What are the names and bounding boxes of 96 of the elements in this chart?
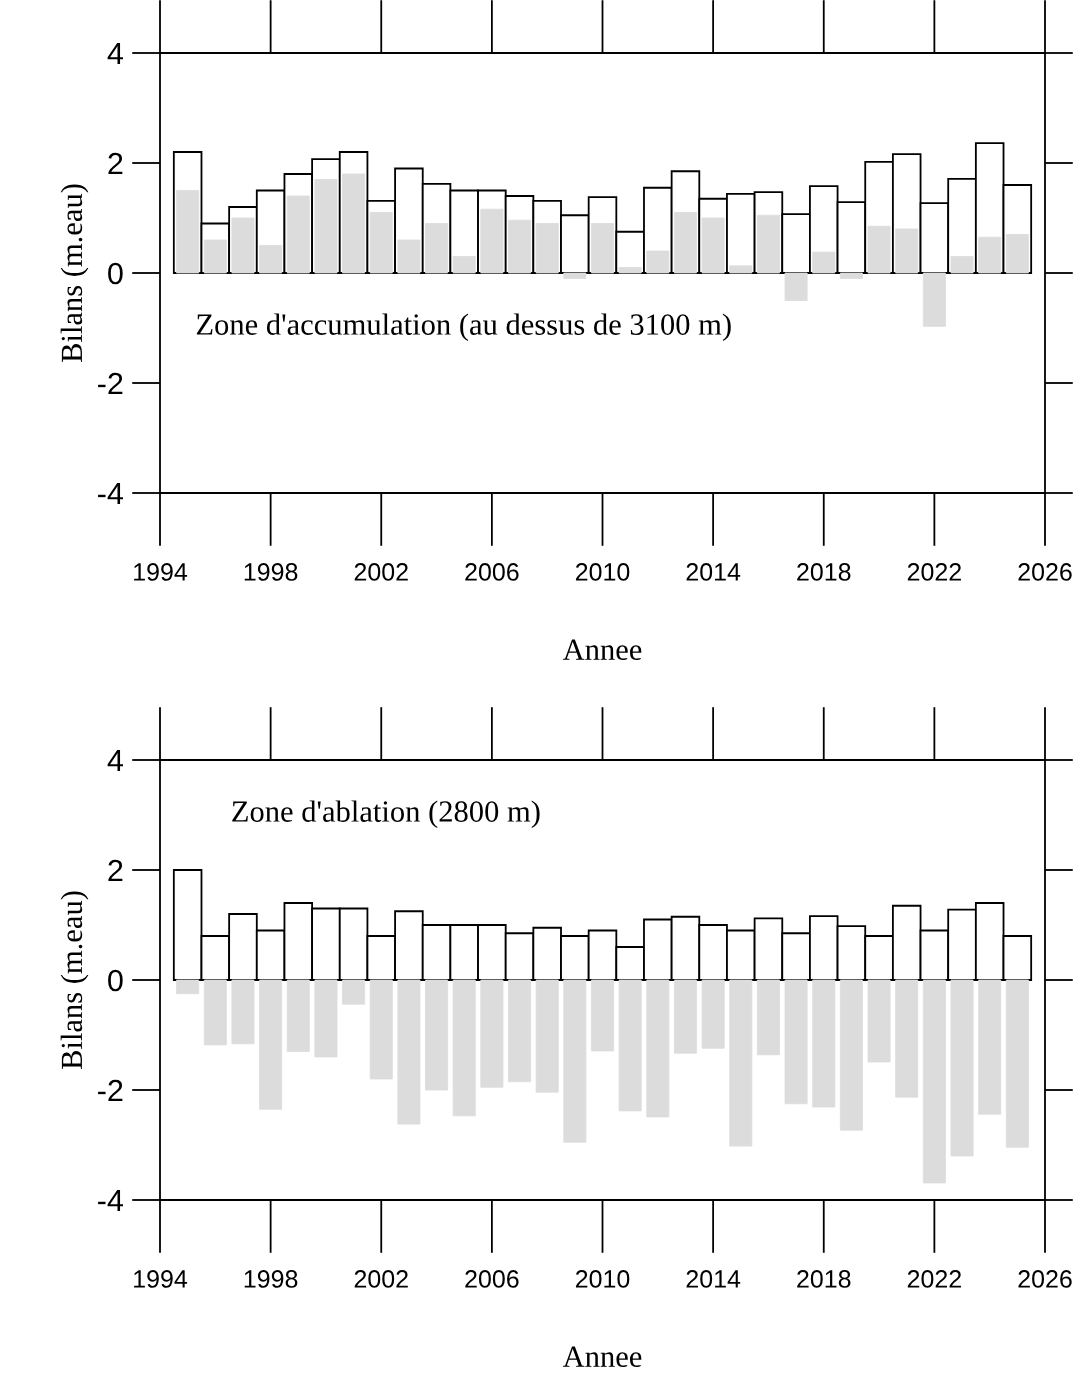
y-tick-label: -2 (98, 372, 123, 395)
x-tick-label: 2002 (354, 1270, 408, 1288)
bar (314, 979, 338, 1058)
bar (259, 979, 283, 1110)
bar (397, 239, 421, 274)
x-axis-title: Annee (562, 639, 642, 661)
bar (978, 236, 1002, 274)
bar (922, 272, 946, 327)
bar (1005, 979, 1029, 1148)
bar (895, 228, 919, 274)
bar (701, 217, 725, 274)
bar (950, 979, 974, 1157)
bar (397, 979, 421, 1125)
bar (701, 979, 725, 1049)
bar (314, 179, 338, 274)
bar (425, 223, 449, 274)
bar (867, 979, 891, 1063)
bar (342, 979, 366, 1005)
bar (978, 979, 1002, 1115)
bar (729, 265, 753, 274)
bar (535, 979, 559, 1093)
bar (756, 214, 780, 274)
bar (591, 979, 614, 1052)
bar (756, 979, 780, 1056)
y-axis-title: Bilans (m.eau) (60, 184, 89, 363)
bar (1005, 234, 1029, 274)
bar (646, 979, 670, 1118)
x-tick-label: 2010 (575, 563, 630, 581)
y-tick-label: 4 (107, 43, 123, 65)
y-tick-label: 0 (108, 969, 123, 992)
bar (508, 219, 532, 274)
bar (286, 195, 310, 274)
x-tick-label: 2014 (686, 1270, 741, 1288)
bar (535, 223, 559, 274)
bar (673, 979, 697, 1054)
bar (508, 979, 532, 1083)
x-tick-label: 2022 (907, 563, 961, 581)
x-tick-label: 2026 (1018, 563, 1072, 581)
x-axis-title: Annee (562, 1346, 642, 1368)
bar (784, 979, 808, 1105)
x-tick-label: 1994 (134, 1270, 188, 1288)
bar (950, 256, 974, 274)
x-tick-label: 2006 (465, 1270, 519, 1288)
bar (812, 979, 836, 1108)
x-tick-label: 2006 (465, 563, 519, 581)
annotation: Zone d'ablation (2800 m) (232, 800, 540, 829)
x-tick-label: 2018 (797, 1270, 851, 1288)
bar (176, 190, 200, 274)
bar (231, 979, 255, 1045)
bar (839, 979, 863, 1131)
bar (342, 173, 366, 274)
bar (452, 256, 476, 274)
bar (425, 979, 449, 1091)
bar (618, 267, 642, 274)
y-tick-label: 0 (108, 262, 123, 285)
bar (452, 979, 476, 1117)
bar (286, 979, 310, 1052)
bar (922, 979, 946, 1184)
y-axis-title: Bilans (m.eau) (60, 891, 89, 1070)
bar (812, 251, 836, 274)
bar (369, 212, 393, 274)
x-tick-label: 2026 (1018, 1270, 1072, 1288)
y-tick-label: 2 (108, 152, 123, 175)
bar (729, 979, 753, 1147)
y-tick-label: -4 (98, 483, 123, 505)
bar (618, 979, 642, 1112)
bar (839, 272, 863, 279)
bar (176, 979, 200, 995)
bar (231, 217, 255, 274)
bar (259, 245, 283, 274)
bar (591, 223, 614, 274)
x-tick-label: 2018 (797, 563, 851, 581)
x-tick-label: 2002 (354, 563, 408, 581)
bar (203, 979, 227, 1046)
bar (480, 208, 504, 274)
bar (895, 979, 919, 1098)
y-tick-label: -4 (98, 1190, 123, 1212)
bar (784, 272, 808, 301)
x-tick-label: 2022 (907, 1270, 961, 1288)
bar (480, 979, 504, 1088)
y-tick-label: 2 (108, 859, 123, 882)
bar (369, 979, 393, 1080)
y-tick-label: 4 (107, 750, 123, 772)
bar (867, 225, 891, 274)
x-tick-label: 1998 (244, 1270, 298, 1288)
x-tick-label: 2014 (686, 563, 741, 581)
x-tick-label: 2010 (575, 1270, 630, 1288)
bar (646, 250, 670, 274)
y-tick-label: -2 (98, 1079, 123, 1102)
bar (203, 239, 227, 274)
bar (563, 979, 587, 1143)
bar (563, 272, 587, 279)
annotation: Zone d'accumulation (au dessus de 3100 m) (196, 313, 731, 342)
x-tick-label: 1994 (134, 563, 188, 581)
bar (673, 212, 697, 274)
x-tick-label: 1998 (244, 563, 298, 581)
